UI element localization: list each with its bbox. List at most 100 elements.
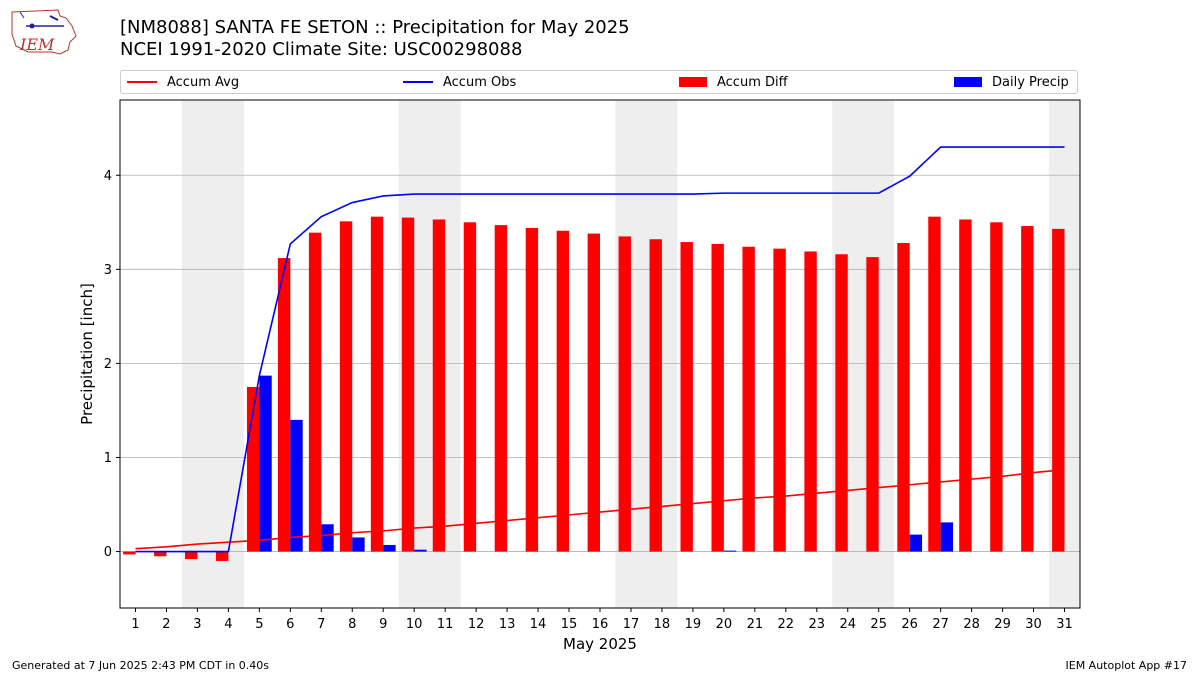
x-axis-label: May 2025	[563, 635, 637, 653]
x-tick-label: 15	[561, 617, 578, 632]
bar-accum-diff	[711, 243, 724, 552]
bar-accum-diff	[804, 251, 817, 552]
bar-daily-precip	[259, 375, 272, 552]
bar-accum-diff	[556, 230, 570, 552]
x-tick-label: 3	[193, 617, 201, 632]
bar-accum-diff	[742, 246, 755, 552]
bar-accum-diff	[432, 219, 446, 552]
bar-accum-diff	[835, 254, 848, 552]
legend-swatch-daily-precip	[954, 77, 982, 87]
x-tick-label: 8	[348, 617, 356, 632]
legend-item-accum-avg: Accum Avg	[127, 71, 239, 93]
line-accum-avg	[135, 468, 1065, 550]
bar-accum-diff	[897, 242, 910, 552]
x-tick-label: 12	[468, 617, 485, 632]
y-tick-label: 0	[104, 545, 112, 560]
bar-daily-precip	[352, 537, 365, 552]
x-tick-label: 10	[406, 617, 423, 632]
x-tick-label: 17	[623, 617, 640, 632]
bar-accum-diff	[587, 233, 600, 552]
legend-label-accum-diff: Accum Diff	[717, 74, 788, 90]
app-credit: IEM Autoplot App #17	[1065, 659, 1188, 672]
legend-label-accum-avg: Accum Avg	[167, 74, 240, 90]
x-tick-label: 25	[870, 617, 887, 632]
x-tick-label: 27	[932, 617, 949, 632]
legend-label-daily-precip: Daily Precip	[992, 74, 1069, 90]
x-tick-label: 9	[379, 617, 387, 632]
y-axis-label: Precipitation [inch]	[78, 283, 96, 425]
bar-daily-precip	[321, 524, 334, 552]
x-tick-label: 7	[317, 617, 325, 632]
y-tick-label: 4	[104, 169, 112, 184]
bar-accum-diff	[401, 217, 415, 552]
x-tick-label: 5	[255, 617, 263, 632]
x-tick-label: 28	[963, 617, 980, 632]
x-tick-label: 6	[286, 617, 294, 632]
x-tick-label: 1	[131, 617, 139, 632]
bar-accum-diff	[463, 222, 477, 552]
bar-accum-diff	[154, 551, 167, 557]
x-tick-label: 4	[224, 617, 232, 632]
bar-accum-diff	[990, 222, 1003, 552]
x-tick-label: 11	[437, 617, 454, 632]
x-tick-label: 16	[592, 617, 609, 632]
bar-accum-diff	[959, 219, 972, 552]
weekend-shade	[181, 100, 244, 608]
x-tick-label: 23	[809, 617, 826, 632]
x-tick-label: 31	[1056, 617, 1073, 632]
bar-accum-diff	[123, 551, 136, 555]
bar-daily-precip	[383, 544, 396, 552]
x-tick-label: 21	[747, 617, 764, 632]
bar-accum-diff	[866, 257, 879, 552]
bar-accum-diff	[339, 221, 353, 552]
legend-item-accum-diff: Accum Diff	[679, 71, 788, 93]
x-tick-label: 20	[716, 617, 733, 632]
bar-accum-diff	[1021, 226, 1034, 552]
bar-accum-diff	[618, 236, 631, 552]
legend: Accum Avg Accum Obs Accum Diff Daily Pre…	[120, 70, 1078, 94]
x-tick-label: 19	[685, 617, 702, 632]
bar-accum-diff	[1052, 228, 1065, 552]
chart-subtitle: NCEI 1991-2020 Climate Site: USC00298088	[120, 39, 523, 60]
bar-accum-diff	[928, 216, 941, 552]
x-tick-label: 30	[1025, 617, 1042, 632]
bar-daily-precip	[414, 549, 427, 552]
bar-accum-diff	[649, 239, 662, 552]
bar-accum-diff	[308, 232, 322, 552]
x-tick-label: 24	[839, 617, 856, 632]
legend-item-accum-obs: Accum Obs	[403, 71, 516, 93]
bar-accum-diff	[370, 216, 384, 552]
line-accum-obs	[135, 146, 1065, 553]
x-tick-label: 26	[901, 617, 918, 632]
bar-accum-diff	[277, 258, 291, 552]
bar-daily-precip	[290, 419, 303, 552]
y-tick-label: 3	[104, 263, 112, 278]
legend-swatch-accum-obs	[403, 81, 433, 83]
bar-accum-diff	[185, 551, 198, 560]
x-tick-label: 29	[994, 617, 1011, 632]
bar-accum-diff	[525, 227, 539, 552]
chart-title: [NM8088] SANTA FE SETON :: Precipitation…	[120, 17, 630, 38]
x-tick-label: 14	[530, 617, 547, 632]
bar-accum-diff	[773, 248, 786, 552]
legend-swatch-accum-avg	[127, 81, 157, 83]
bar-daily-precip	[940, 522, 954, 552]
bar-daily-precip	[723, 550, 737, 552]
bar-accum-diff	[494, 225, 508, 552]
x-tick-label: 13	[499, 617, 516, 632]
bar-daily-precip	[909, 534, 923, 552]
legend-label-accum-obs: Accum Obs	[443, 74, 517, 90]
generated-timestamp: Generated at 7 Jun 2025 2:43 PM CDT in 0…	[12, 659, 270, 672]
x-tick-label: 22	[778, 617, 795, 632]
svg-text:IEM: IEM	[19, 35, 55, 54]
bar-accum-diff	[216, 551, 229, 561]
x-tick-label: 2	[162, 617, 170, 632]
legend-item-daily-precip: Daily Precip	[954, 71, 1069, 93]
iem-logo: IEM	[11, 9, 77, 55]
x-tick-label: 18	[654, 617, 671, 632]
y-tick-label: 2	[104, 357, 112, 372]
bar-accum-diff	[680, 242, 693, 552]
y-tick-label: 1	[104, 451, 112, 466]
legend-swatch-accum-diff	[679, 77, 707, 87]
